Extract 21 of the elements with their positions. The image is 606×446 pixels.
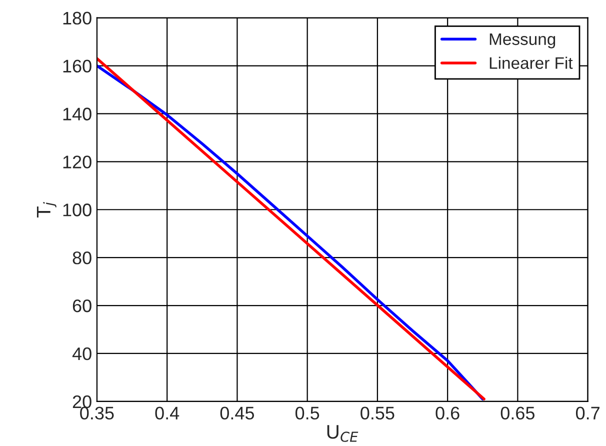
x-axis-title: U$_{CE}$ <box>327 425 358 442</box>
x-tick-label: 0.35 <box>80 406 114 420</box>
x-tick-label: 0.55 <box>360 406 394 420</box>
x-tick-label: 0.45 <box>220 406 254 420</box>
y-tick-label: 160 <box>63 60 92 73</box>
y-tick-label: 140 <box>63 108 92 120</box>
y-tick-label: 120 <box>63 156 92 168</box>
legend-label: Linearer Fit <box>490 56 573 69</box>
x-tick-label: 0.65 <box>500 406 535 420</box>
x-tick-label: 0.5 <box>295 406 320 420</box>
y-tick-label: 20 <box>72 395 92 408</box>
y-tick-label: 80 <box>72 252 92 264</box>
y-tick-label: 60 <box>72 299 92 312</box>
x-tick-label: 0.6 <box>436 406 460 420</box>
y-tick-label: 100 <box>63 204 92 216</box>
y-axis-title: T$_{j}$ <box>36 202 56 218</box>
y-tick-label: 40 <box>72 347 92 360</box>
legend-label: Messung <box>490 33 556 48</box>
x-tick-label: 0.4 <box>155 406 180 420</box>
y-tick-label: 180 <box>63 12 92 25</box>
x-tick-label: 0.7 <box>576 406 600 420</box>
